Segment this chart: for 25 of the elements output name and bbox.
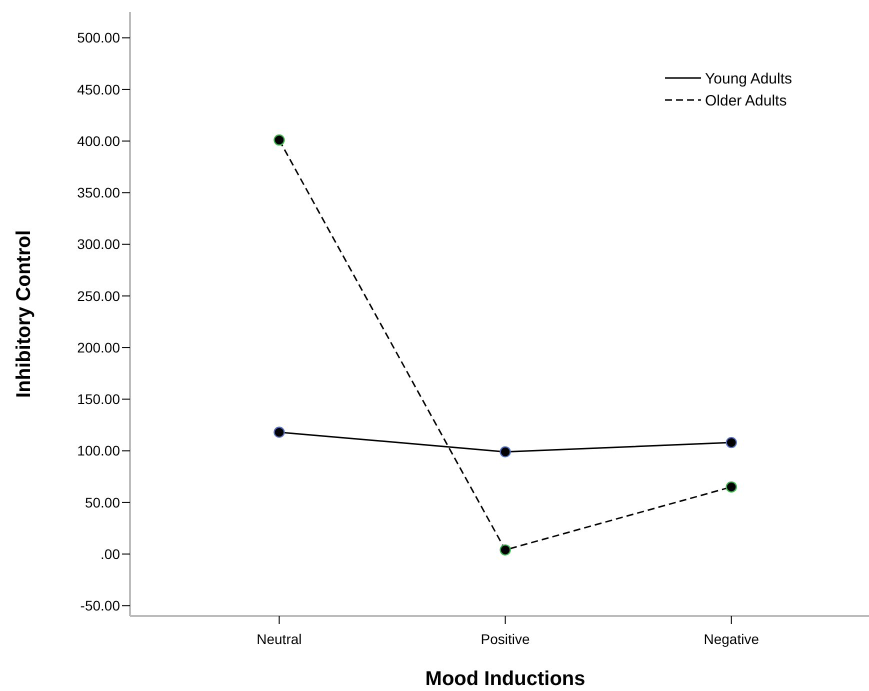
y-tick-label: 350.00 [77, 184, 120, 201]
point [274, 426, 285, 438]
x-tick-label: Neutral [256, 631, 302, 647]
point [726, 436, 737, 448]
y-tick-label: 400.00 [77, 132, 120, 149]
y-tick-label: 200.00 [77, 339, 120, 356]
y-tick-label: 150.00 [77, 391, 120, 408]
y-axis-title: Inhibitory Control [13, 230, 35, 398]
y-tick-label: 100.00 [77, 442, 120, 459]
point [500, 446, 511, 458]
x-axis-title: Mood Inductions [425, 668, 586, 690]
y-tick-label: 450.00 [77, 81, 120, 98]
x-tick-label: Positive [480, 631, 530, 647]
y-tick-label: .00 [100, 546, 120, 562]
y-tick-label: -50.00 [80, 598, 120, 614]
point [274, 134, 285, 146]
legend-label: Young Adults [705, 70, 792, 88]
y-tick-label: 500.00 [77, 30, 120, 46]
legend-label: Older Adults [705, 92, 787, 110]
x-tick-label: Negative [704, 631, 760, 647]
point [726, 481, 737, 493]
y-tick-label: 300.00 [77, 236, 120, 252]
point [500, 544, 511, 556]
y-tick-label: 50.00 [84, 494, 120, 510]
y-tick-label: 250.00 [77, 288, 120, 304]
